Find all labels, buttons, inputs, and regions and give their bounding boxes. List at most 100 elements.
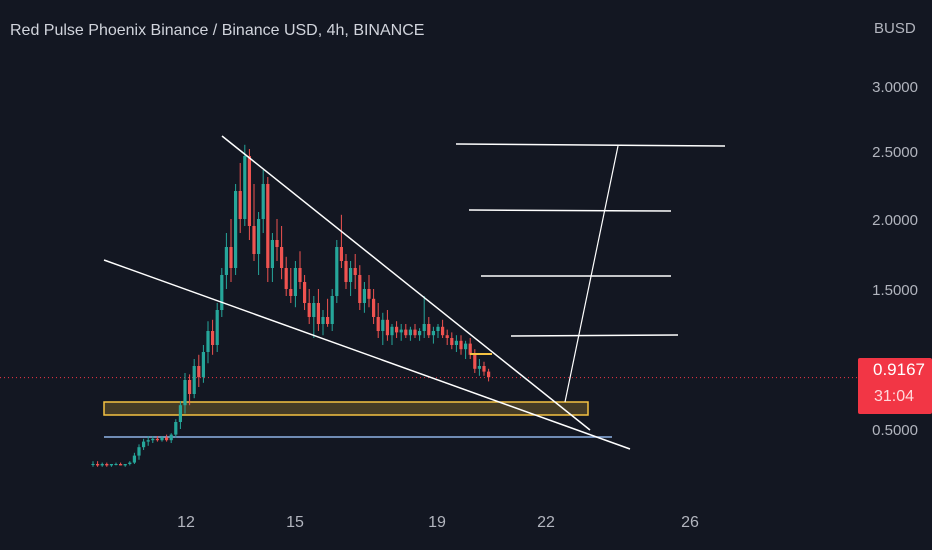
candle-body [215,310,219,345]
target-line-1 [455,143,726,147]
candle-body [165,437,169,441]
y-tick-1-5: 1.5000 [872,282,918,299]
target-line-4 [510,334,679,337]
x-tick-15: 15 [286,514,304,531]
candle-body [399,329,403,333]
candle-body [105,464,109,466]
candle-body [252,226,256,254]
x-tick-26: 26 [681,514,699,531]
candle-body [349,268,353,282]
candle-body [100,464,104,466]
candle-body [418,331,422,336]
x-tick-12: 12 [177,514,195,531]
candle-body [293,268,297,296]
candle-body [431,331,435,336]
candle-body [404,329,408,336]
candle-body [339,247,343,261]
candle-body [390,326,394,336]
candle-body [468,343,472,355]
candle-body [445,335,449,338]
currency-label: BUSD [874,20,916,37]
candle-body [385,319,389,336]
candle-body [289,289,293,296]
candle-body [326,317,330,324]
candle-body [473,354,477,369]
candle-body [303,282,307,303]
candle-body [344,261,348,282]
candle-body [270,240,274,268]
candle-body [427,324,431,336]
candle-body [155,438,159,441]
candle-body [441,326,445,336]
x-tick-19: 19 [428,514,446,531]
candle-body [280,247,284,268]
candle-body [353,268,357,275]
candle-body [128,462,132,464]
candle-body [137,447,141,456]
bar-countdown: 31:04 [874,388,915,405]
candle-body [188,380,192,394]
projection-line [564,145,619,403]
wedge-lower-trendline [103,259,631,450]
support-zone [103,401,589,416]
candle-body [220,275,224,310]
candle-body [211,331,215,345]
candle-body [422,324,426,331]
y-tick-0-5: 0.5000 [872,422,918,439]
candle-body [192,366,196,394]
candle-body [206,331,210,352]
candle-body [247,156,251,226]
candle-body [142,441,146,448]
candle-body [487,371,491,378]
candle-body [477,366,481,369]
candle-body [201,352,205,378]
candle-body [91,464,95,465]
candle-body [316,303,320,324]
candle-body [358,275,362,303]
candle-body [243,156,247,219]
x-tick-22: 22 [537,514,555,531]
candle-body [169,434,173,441]
candle-body [413,329,417,336]
wedge-upper-trendline [221,135,591,431]
candle-body [450,338,454,345]
chart-title: Red Pulse Phoenix Binance / Binance USD,… [10,22,425,39]
candle-body [146,440,150,442]
candle-body [109,464,113,466]
candle-body [482,366,486,372]
candle-body [266,184,270,268]
y-tick-3: 3.0000 [872,79,918,96]
last-price-badge: 0.9167 31:04 [858,358,932,414]
candle-body [312,303,316,317]
candle-body [408,329,412,336]
candle-body [178,405,182,422]
last-price-value: 0.9167 [873,360,925,379]
candle-body [321,317,325,324]
candle-body [132,455,136,463]
candle-body [464,343,468,350]
candle-body [376,317,380,331]
candle-body [261,184,265,219]
candle-body [275,240,279,247]
candle-body [362,289,366,303]
candle-body [160,437,164,441]
candle-body [335,247,339,296]
candle-body [174,422,178,435]
target-line-2 [468,209,672,212]
candle-body [298,268,302,282]
candle-body [238,191,242,219]
candle-body [234,191,238,268]
candle-body [307,303,311,317]
candle-body [119,464,123,466]
candle-body [123,464,127,466]
candle-body [114,464,118,465]
candle-body [224,247,228,275]
y-tick-2: 2.0000 [872,212,918,229]
candle-body [229,247,233,268]
candle-body [395,326,399,333]
candle-body [330,296,334,324]
candle-body [436,326,440,331]
y-tick-2-5: 2.5000 [872,144,918,161]
candle-body [454,340,458,345]
